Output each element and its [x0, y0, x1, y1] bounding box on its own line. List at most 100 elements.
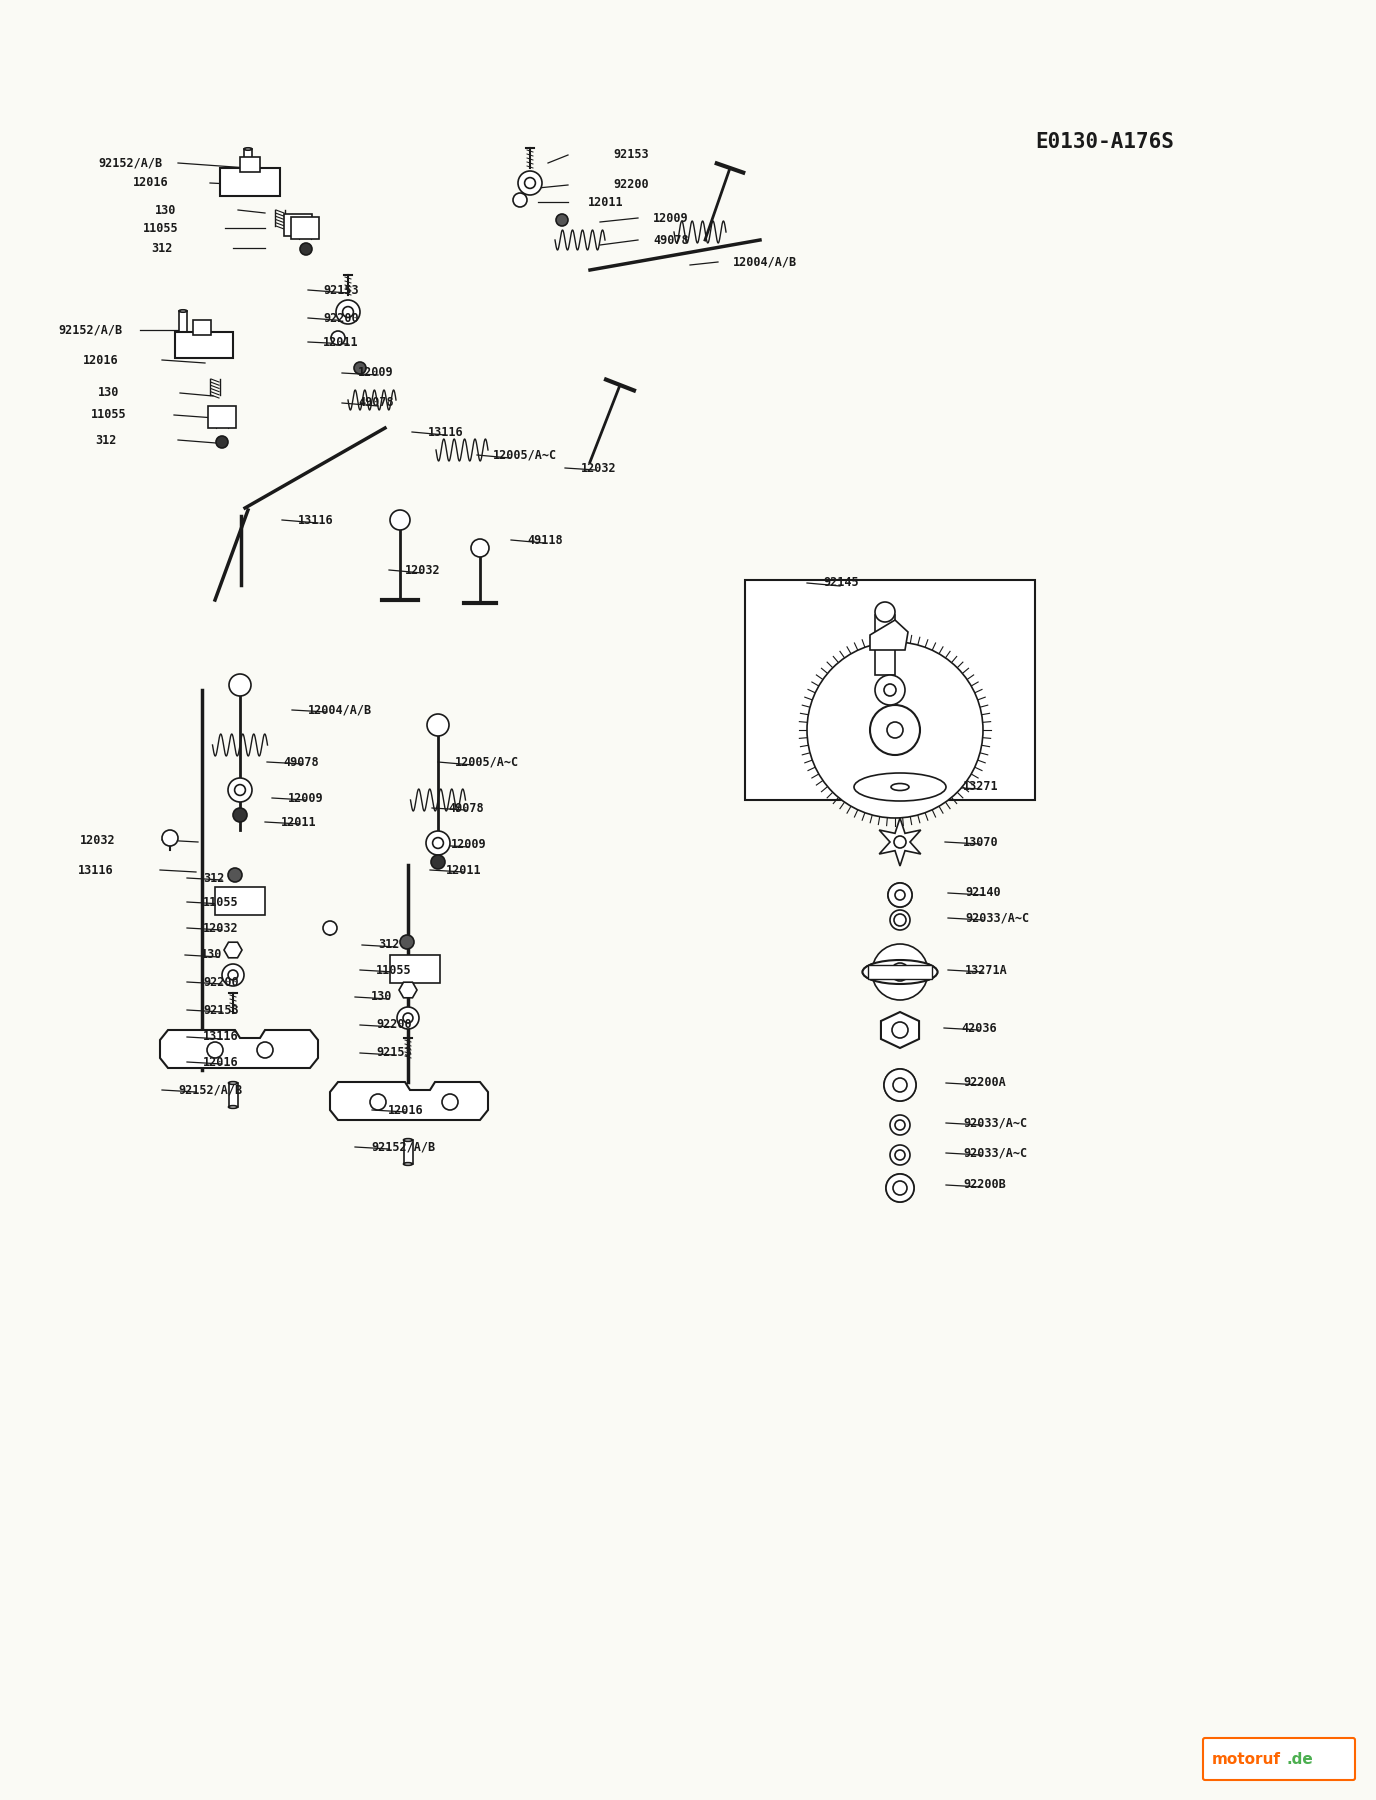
Circle shape	[216, 436, 228, 448]
Circle shape	[890, 911, 910, 931]
Circle shape	[556, 214, 568, 227]
Bar	[744, 580, 1035, 799]
Circle shape	[875, 675, 905, 706]
Circle shape	[222, 965, 244, 986]
Text: 130: 130	[155, 203, 176, 216]
Bar	[283, 214, 312, 236]
Circle shape	[894, 889, 905, 900]
Circle shape	[872, 943, 927, 1001]
Text: 12004/A/B: 12004/A/B	[733, 256, 797, 268]
Text: 12016: 12016	[133, 176, 169, 189]
Text: 92200: 92200	[204, 976, 238, 988]
Polygon shape	[224, 941, 242, 958]
Circle shape	[323, 922, 337, 934]
Text: .de: .de	[1287, 1753, 1314, 1768]
Bar	[403, 1139, 413, 1165]
Circle shape	[228, 778, 252, 803]
Text: 12032: 12032	[581, 461, 616, 475]
Text: motoruf: motoruf	[1212, 1753, 1281, 1768]
Bar	[220, 167, 279, 196]
Circle shape	[471, 538, 488, 556]
Text: E0130-A176S: E0130-A176S	[1036, 131, 1175, 151]
Text: 13116: 13116	[428, 425, 464, 439]
Text: 92152/A/B: 92152/A/B	[98, 157, 162, 169]
Circle shape	[389, 509, 410, 529]
Text: 92152/A/B: 92152/A/B	[58, 324, 122, 337]
Circle shape	[336, 301, 361, 324]
Text: 12011: 12011	[281, 815, 316, 828]
Text: 12032: 12032	[405, 563, 440, 576]
Text: 92200A: 92200A	[963, 1076, 1006, 1089]
Circle shape	[300, 243, 312, 256]
Text: 12009: 12009	[288, 792, 323, 805]
Polygon shape	[399, 983, 417, 997]
Text: 12009: 12009	[358, 367, 394, 380]
Text: 92200: 92200	[323, 311, 359, 324]
Bar	[290, 218, 319, 239]
Circle shape	[400, 934, 414, 949]
Circle shape	[513, 193, 527, 207]
Text: 49078: 49078	[283, 756, 319, 769]
Text: 12016: 12016	[83, 353, 118, 367]
Polygon shape	[868, 965, 932, 979]
Circle shape	[343, 306, 354, 317]
Circle shape	[398, 1006, 420, 1030]
Text: 49078: 49078	[654, 234, 688, 247]
Circle shape	[892, 1022, 908, 1039]
Text: 13271A: 13271A	[965, 963, 1007, 976]
Bar	[389, 956, 440, 983]
Text: 13070: 13070	[963, 835, 999, 848]
Polygon shape	[881, 1012, 919, 1048]
Circle shape	[894, 1120, 905, 1130]
FancyBboxPatch shape	[1203, 1739, 1355, 1780]
Circle shape	[886, 1174, 914, 1202]
Text: 12016: 12016	[388, 1103, 424, 1116]
Text: 92200: 92200	[612, 178, 648, 191]
Circle shape	[888, 722, 903, 738]
Circle shape	[894, 914, 905, 925]
Circle shape	[524, 178, 535, 189]
Circle shape	[206, 1042, 223, 1058]
Text: 12011: 12011	[588, 196, 623, 209]
Circle shape	[875, 601, 894, 623]
Text: 92153: 92153	[204, 1004, 238, 1017]
Text: 130: 130	[98, 387, 120, 400]
Text: 92153: 92153	[323, 283, 359, 297]
Ellipse shape	[244, 148, 252, 149]
Circle shape	[403, 1013, 413, 1022]
Ellipse shape	[403, 1163, 413, 1165]
Polygon shape	[160, 1030, 318, 1067]
Circle shape	[888, 884, 912, 907]
Circle shape	[893, 1078, 907, 1091]
Text: 92140: 92140	[965, 887, 1000, 900]
Text: 49118: 49118	[527, 533, 563, 547]
Text: 13271: 13271	[963, 781, 999, 794]
Bar	[175, 331, 233, 358]
Text: 92033/A~C: 92033/A~C	[963, 1147, 1026, 1159]
Ellipse shape	[228, 1105, 238, 1109]
Text: 92153: 92153	[376, 1046, 411, 1060]
Circle shape	[892, 963, 910, 981]
Circle shape	[370, 1094, 387, 1111]
Circle shape	[883, 684, 896, 697]
Ellipse shape	[892, 783, 910, 790]
Circle shape	[893, 1181, 907, 1195]
Circle shape	[228, 868, 242, 882]
Circle shape	[427, 715, 449, 736]
Circle shape	[888, 884, 912, 907]
Circle shape	[806, 643, 982, 817]
Text: 12005/A~C: 12005/A~C	[493, 448, 557, 461]
Text: 11055: 11055	[143, 221, 179, 234]
Text: 12005/A~C: 12005/A~C	[455, 756, 519, 769]
Text: 312: 312	[378, 938, 399, 952]
Circle shape	[354, 362, 366, 374]
Text: 12004/A/B: 12004/A/B	[308, 704, 372, 716]
Text: 12011: 12011	[323, 335, 359, 349]
Circle shape	[894, 835, 905, 848]
Text: 312: 312	[204, 871, 224, 884]
Circle shape	[234, 785, 245, 796]
Circle shape	[432, 837, 443, 848]
Ellipse shape	[244, 169, 252, 173]
Ellipse shape	[179, 331, 187, 335]
Text: 92033/A~C: 92033/A~C	[963, 1116, 1026, 1130]
